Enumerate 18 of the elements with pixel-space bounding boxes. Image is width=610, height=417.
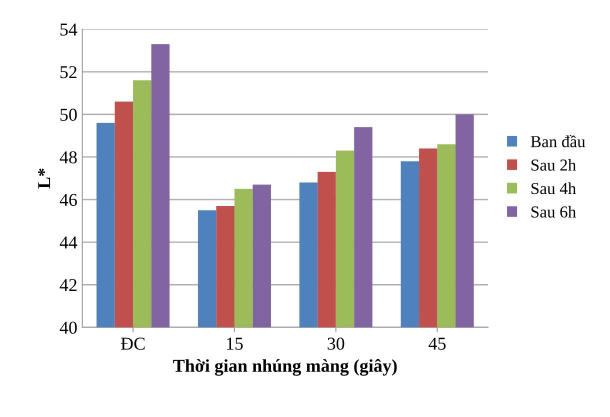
x-tick-label: 45 xyxy=(428,338,446,350)
y-tick-label: 54 xyxy=(60,24,78,36)
legend-label: Sau 2h xyxy=(532,158,576,171)
y-tick-label: 48 xyxy=(60,151,77,164)
y-tick-label: 44 xyxy=(60,236,78,248)
x-axis-title: Thời gian nhúng màng (giây) xyxy=(173,358,397,376)
y-tick-label: 50 xyxy=(60,108,77,121)
x-tick-label: 15 xyxy=(227,338,243,350)
y-tick-label: 52 xyxy=(60,66,76,78)
legend-label: Ban đầu xyxy=(530,135,586,148)
x-tick-label: 30 xyxy=(328,338,344,350)
legend-label: Sau 6h xyxy=(532,206,576,218)
y-axis-title: L* xyxy=(38,168,50,188)
y-tick-label: 42 xyxy=(60,279,76,292)
y-tick-label: 40 xyxy=(60,322,77,334)
y-tick-label: 46 xyxy=(60,194,77,206)
legend-label: Sau 4h xyxy=(532,182,576,194)
x-tick-label: ĐC xyxy=(120,338,145,350)
